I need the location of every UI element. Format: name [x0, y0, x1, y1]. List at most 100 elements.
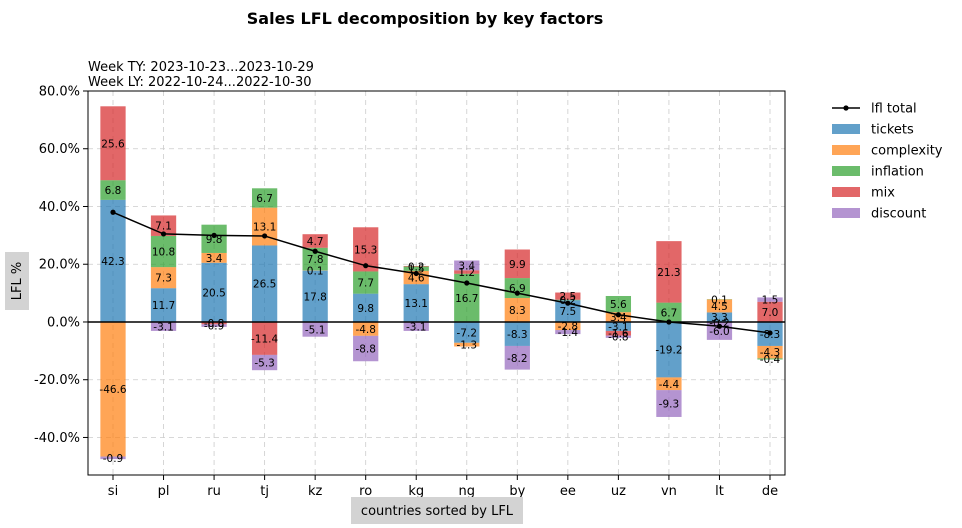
bar-tickets-kg [403, 284, 429, 322]
lfl-total-point-uz [615, 312, 621, 318]
lfl-total-point-lt [716, 323, 723, 329]
bar-discount-kg [403, 321, 429, 331]
data-label-mix-si: 25.6 [101, 138, 125, 150]
data-label-mix-ro: 15.3 [354, 244, 377, 256]
data-label-mix-uz: -1.6 [608, 328, 629, 340]
bar-inflation-by [504, 278, 530, 299]
data-label-inflation-kz: 7.8 [307, 254, 324, 266]
data-label-inflation-vn: 6.7 [661, 307, 678, 319]
lfl-total-point-pl [160, 231, 167, 237]
x-axis: si pl ru tj kz ro kg ng by ee uz vn lt de [108, 475, 778, 499]
bar-complexity-ro [353, 321, 379, 336]
bar-complexity-si [100, 321, 126, 457]
chart-subtitle-week-ly: Week LY: 2022-10-24...2022-10-30 [88, 75, 312, 90]
x-tick-label-ru: ru [207, 484, 221, 499]
data-label-complexity-kg: 4.6 [408, 273, 425, 285]
data-label-mix-kg: 0.2 [408, 261, 425, 273]
lfl-total-point-ng [464, 280, 470, 286]
bar-inflation-uz [605, 295, 632, 313]
bar-mix-by [504, 249, 530, 279]
data-label-complexity-ro: -4.8 [355, 324, 376, 336]
data-label-discount-si: -0.9 [103, 453, 124, 465]
bar-inflation-pl [150, 235, 177, 268]
bar-mix-kg [403, 265, 429, 267]
legend-label-tickets: tickets [871, 123, 914, 138]
data-label-tickets-by: -8.3 [507, 329, 528, 341]
data-label-inflation-kg: 1.5 [408, 264, 425, 276]
x-tick-label-pl: pl [158, 484, 170, 499]
bar-mix-si [100, 106, 126, 181]
bar-inflation-ru [201, 224, 227, 253]
bar-complexity-lt [706, 299, 733, 313]
data-label-discount-tj: -5.3 [254, 358, 275, 370]
y-tick-label: 20.0% [39, 258, 80, 273]
x-axis-label-box: countries sorted by LFL [351, 497, 523, 524]
y-tick-label: -20.0% [34, 373, 80, 388]
data-label-mix-tj: -11.4 [251, 333, 278, 345]
data-label-mix-vn: 21.3 [657, 267, 680, 279]
bar-discount-pl [150, 321, 177, 331]
legend-label-complexity: complexity [871, 144, 943, 159]
bar-discount-ro [353, 335, 379, 362]
data-label-tickets-pl: 11.7 [152, 300, 175, 312]
data-label-complexity-ee: -2.8 [558, 321, 579, 333]
data-label-mix-kz: 4.7 [307, 236, 324, 248]
y-axis: -40.0% -20.0% 0.0% 20.0% 40.0% 60.0% 80.0% [34, 85, 88, 446]
bar-tickets-by [504, 321, 530, 346]
data-label-complexity-pl: 7.3 [155, 273, 172, 285]
data-label-inflation-tj: 6.7 [256, 193, 273, 205]
data-label-inflation-si: 6.8 [105, 185, 122, 197]
lfl-total-point-de [767, 330, 773, 336]
data-label-discount-by: -8.2 [507, 353, 528, 365]
legend-swatch-complexity [832, 145, 860, 155]
y-tick-label: 0.0% [47, 315, 80, 330]
bar-mix-ee [555, 292, 581, 300]
bars-group [100, 106, 783, 460]
bar-discount-de [757, 297, 783, 302]
legend-swatch-discount [832, 208, 860, 218]
data-label-tickets-si: 42.3 [101, 256, 124, 268]
legend-swatch-tickets [832, 124, 860, 134]
data-label-tickets-vn: -19.2 [655, 345, 682, 357]
bar-tickets-uz [605, 321, 632, 331]
data-label-complexity-de: -4.3 [760, 347, 781, 359]
plot-frame [87, 90, 786, 476]
bar-tickets-ru [201, 262, 227, 322]
data-label-tickets-lt: 3.3 [711, 312, 728, 324]
data-label-complexity-by: 8.3 [509, 305, 526, 317]
y-tick-label: 60.0% [39, 142, 80, 157]
legend-swatch-inflation [832, 166, 860, 176]
bar-tickets-vn [656, 321, 682, 378]
data-label-complexity-vn: -4.4 [659, 379, 680, 391]
bar-inflation-vn [656, 302, 682, 322]
data-label-mix-lt: -0.2 [709, 317, 730, 329]
bar-mix-kz [302, 234, 328, 248]
data-label-discount-lt: -6.0 [709, 326, 730, 338]
data-label-complexity-ng: -1.3 [457, 340, 478, 352]
legend-label-inflation: inflation [871, 165, 924, 180]
x-tick-label-vn: vn [661, 484, 677, 499]
data-label-inflation-de: -0.4 [760, 354, 781, 366]
data-label-inflation-pl: 10.8 [152, 247, 175, 259]
bar-tickets-pl [150, 288, 177, 322]
data-label-discount-ee: -1.4 [558, 327, 579, 339]
x-axis-label: countries sorted by LFL [361, 504, 514, 519]
data-label-mix-de: 7.0 [762, 307, 779, 319]
bar-tickets-si [100, 199, 126, 322]
lfl-total-line-group [110, 209, 773, 336]
bar-inflation-ro [353, 271, 379, 294]
bar-complexity-ee [555, 321, 581, 331]
x-tick-label-tj: tj [260, 484, 269, 499]
x-tick-label-uz: uz [611, 484, 626, 499]
x-tick-label-ng: ng [459, 484, 476, 499]
bar-inflation-tj [251, 188, 278, 208]
data-label-tickets-ro: 9.8 [357, 303, 374, 315]
y-tick-label: 40.0% [39, 200, 80, 215]
bar-complexity-by [504, 298, 530, 322]
data-label-tickets-ru: 20.5 [202, 287, 225, 299]
bar-mix-ru [201, 321, 227, 325]
x-tick-label-kg: kg [408, 484, 424, 499]
data-label-discount-ng: 3.4 [458, 260, 475, 272]
data-label-inflation-uz: 5.6 [610, 299, 627, 311]
data-label-mix-pl: 7.1 [155, 221, 172, 233]
